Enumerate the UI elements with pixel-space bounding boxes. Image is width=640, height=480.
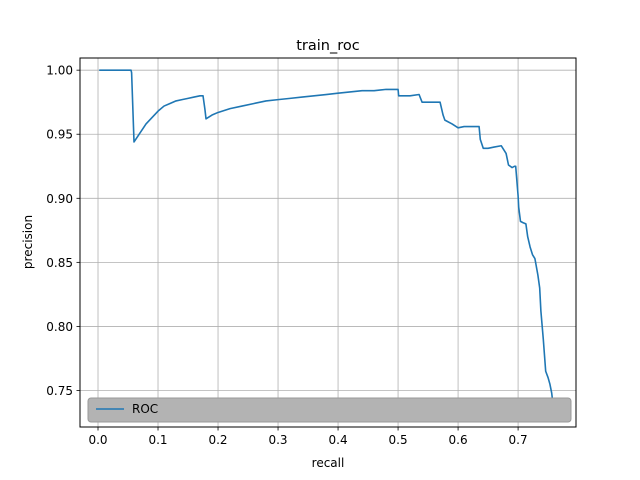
x-axis-ticks: 0.0 0.1 0.2 0.3 0.4 0.5 0.6 0.7	[88, 427, 528, 447]
y-axis-label: precision	[21, 215, 35, 269]
chart-title: train_roc	[296, 38, 360, 54]
plot-area-frame	[79, 57, 577, 428]
x-tick-label: 0.7	[509, 433, 528, 447]
y-tick-label: 0.75	[46, 384, 73, 398]
y-tick-label: 0.95	[46, 128, 73, 142]
y-tick-label: 0.80	[46, 320, 73, 334]
x-tick-label: 0.0	[88, 433, 107, 447]
grid-lines	[80, 58, 576, 427]
x-tick-label: 0.5	[389, 433, 408, 447]
x-tick-label: 0.3	[268, 433, 287, 447]
data-lines	[99, 69, 555, 412]
y-axis-ticks: 0.75 0.80 0.85 0.90 0.95 1.00	[46, 64, 80, 398]
x-tick-label: 0.1	[148, 433, 167, 447]
legend-box	[87, 397, 572, 423]
legend-label: ROC	[132, 402, 158, 416]
y-tick-label: 1.00	[46, 64, 73, 78]
y-tick-label: 0.85	[46, 256, 73, 270]
roc-series-line	[99, 69, 555, 412]
plot-area-background	[80, 58, 576, 427]
x-axis-label: recall	[312, 456, 345, 470]
x-tick-label: 0.6	[449, 433, 468, 447]
x-tick-label: 0.4	[329, 433, 348, 447]
y-tick-label: 0.90	[46, 192, 73, 206]
x-tick-label: 0.2	[208, 433, 227, 447]
legend: ROC	[87, 397, 572, 423]
